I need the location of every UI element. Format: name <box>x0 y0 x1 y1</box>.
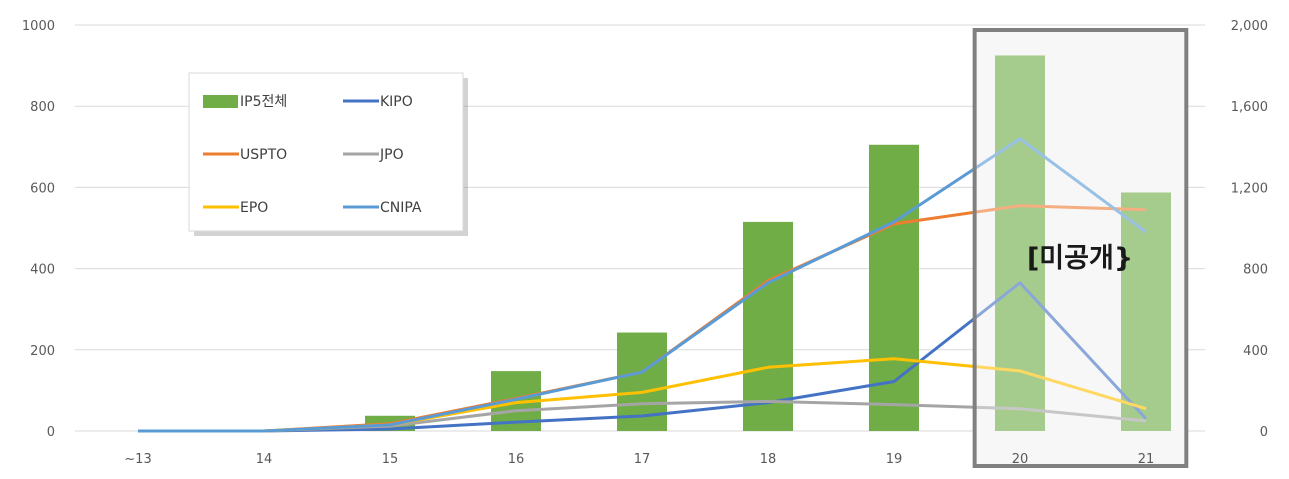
line-series <box>138 137 1148 433</box>
line-cnipa <box>138 137 1147 433</box>
legend: IP5전체 KIPO USPTO JPO EPO CNIPA <box>188 72 468 236</box>
legend-label: JPO <box>379 147 404 163</box>
bar-series <box>365 55 1171 431</box>
right-tick-label: 800 <box>1243 263 1268 278</box>
left-axis-ticks: 0 200 400 600 800 1000 <box>22 19 55 440</box>
left-tick-label: 600 <box>30 181 55 196</box>
right-tick-label: 0 <box>1260 425 1268 440</box>
right-tick-label: 1,200 <box>1231 181 1268 196</box>
right-tick-label: 1,600 <box>1231 100 1268 115</box>
x-tick-label: 21 <box>1138 452 1155 467</box>
unpublished-frame <box>972 28 1189 468</box>
legend-label: EPO <box>240 200 268 216</box>
right-tick-label: 2,000 <box>1231 19 1268 34</box>
left-tick-label: 1000 <box>22 19 55 34</box>
x-tick-label: 16 <box>508 452 525 467</box>
left-tick-label: 200 <box>30 344 55 359</box>
x-tick-label: 18 <box>760 452 777 467</box>
legend-label: KIPO <box>380 94 413 110</box>
bar <box>743 221 793 431</box>
unpublished-annotation: [미공개} <box>1027 243 1133 274</box>
bar <box>869 144 919 431</box>
x-tick-label: 17 <box>634 452 651 467</box>
left-tick-label: 400 <box>30 263 55 278</box>
legend-label: CNIPA <box>380 200 422 216</box>
x-tick-label: 20 <box>1012 452 1029 467</box>
legend-swatch-bar <box>203 95 238 108</box>
x-tick-label: ~13 <box>124 452 151 467</box>
left-tick-label: 0 <box>47 425 55 440</box>
x-tick-label: 19 <box>886 452 903 467</box>
right-tick-label: 400 <box>1243 344 1268 359</box>
x-axis-ticks: ~13 14 15 16 17 18 19 20 21 <box>124 452 1154 467</box>
bar <box>1121 192 1171 431</box>
legend-label: IP5전체 <box>240 94 287 110</box>
legend-label: USPTO <box>240 147 287 163</box>
x-tick-label: 14 <box>256 452 273 467</box>
unpublished-veil <box>974 30 1187 466</box>
right-axis-ticks: 0 400 800 1,200 1,600 2,000 <box>1231 19 1268 440</box>
x-tick-label: 15 <box>382 452 399 467</box>
left-tick-label: 800 <box>30 100 55 115</box>
